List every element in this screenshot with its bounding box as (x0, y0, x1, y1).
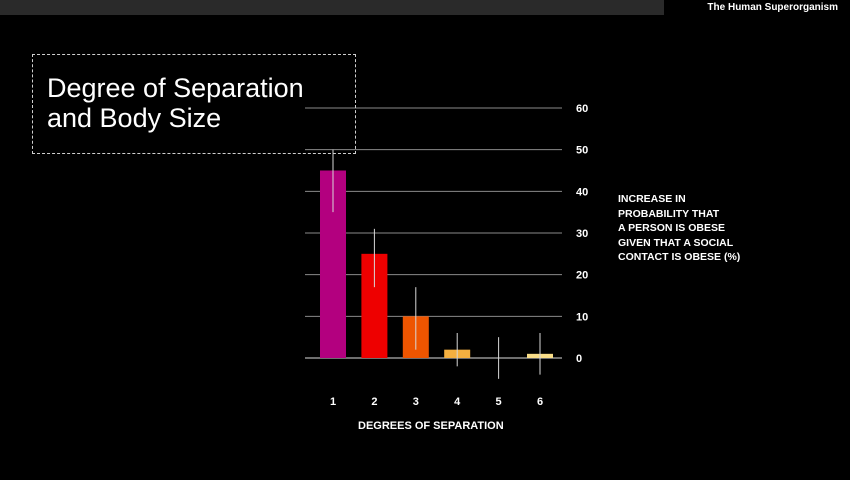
title-box: Degree of Separation and Body Size (32, 54, 356, 154)
x-tick-label-3: 3 (413, 396, 419, 408)
y-tick-label-0: 0 (576, 353, 582, 365)
x-tick-label-6: 6 (537, 396, 543, 408)
x-axis-label: DEGREES OF SEPARATION (358, 420, 504, 432)
y-tick-label-40: 40 (576, 186, 588, 198)
presentation-title: The Human Superorganism (664, 0, 850, 15)
y-tick-label-60: 60 (576, 103, 588, 115)
top-bar: The Human Superorganism (0, 0, 850, 15)
y-tick-label-30: 30 (576, 228, 588, 240)
x-tick-label-5: 5 (496, 396, 502, 408)
x-tick-label-1: 1 (330, 396, 336, 408)
x-tick-labels: 1 2 3 4 5 6 (330, 396, 543, 408)
gridlines (305, 107, 562, 359)
y-tick-label-50: 50 (576, 145, 588, 157)
bars (320, 170, 553, 358)
slide-title: Degree of Separation and Body Size (47, 73, 304, 133)
y-tick-labels: 0 10 20 30 40 50 60 (576, 103, 588, 365)
y-tick-label-20: 20 (576, 270, 588, 282)
x-tick-label-2: 2 (371, 396, 377, 408)
y-tick-label-10: 10 (576, 311, 588, 323)
y-axis-label: INCREASE IN PROBABILITY THAT A PERSON IS… (618, 193, 741, 263)
error-bars (332, 149, 541, 379)
x-tick-label-4: 4 (454, 396, 461, 408)
